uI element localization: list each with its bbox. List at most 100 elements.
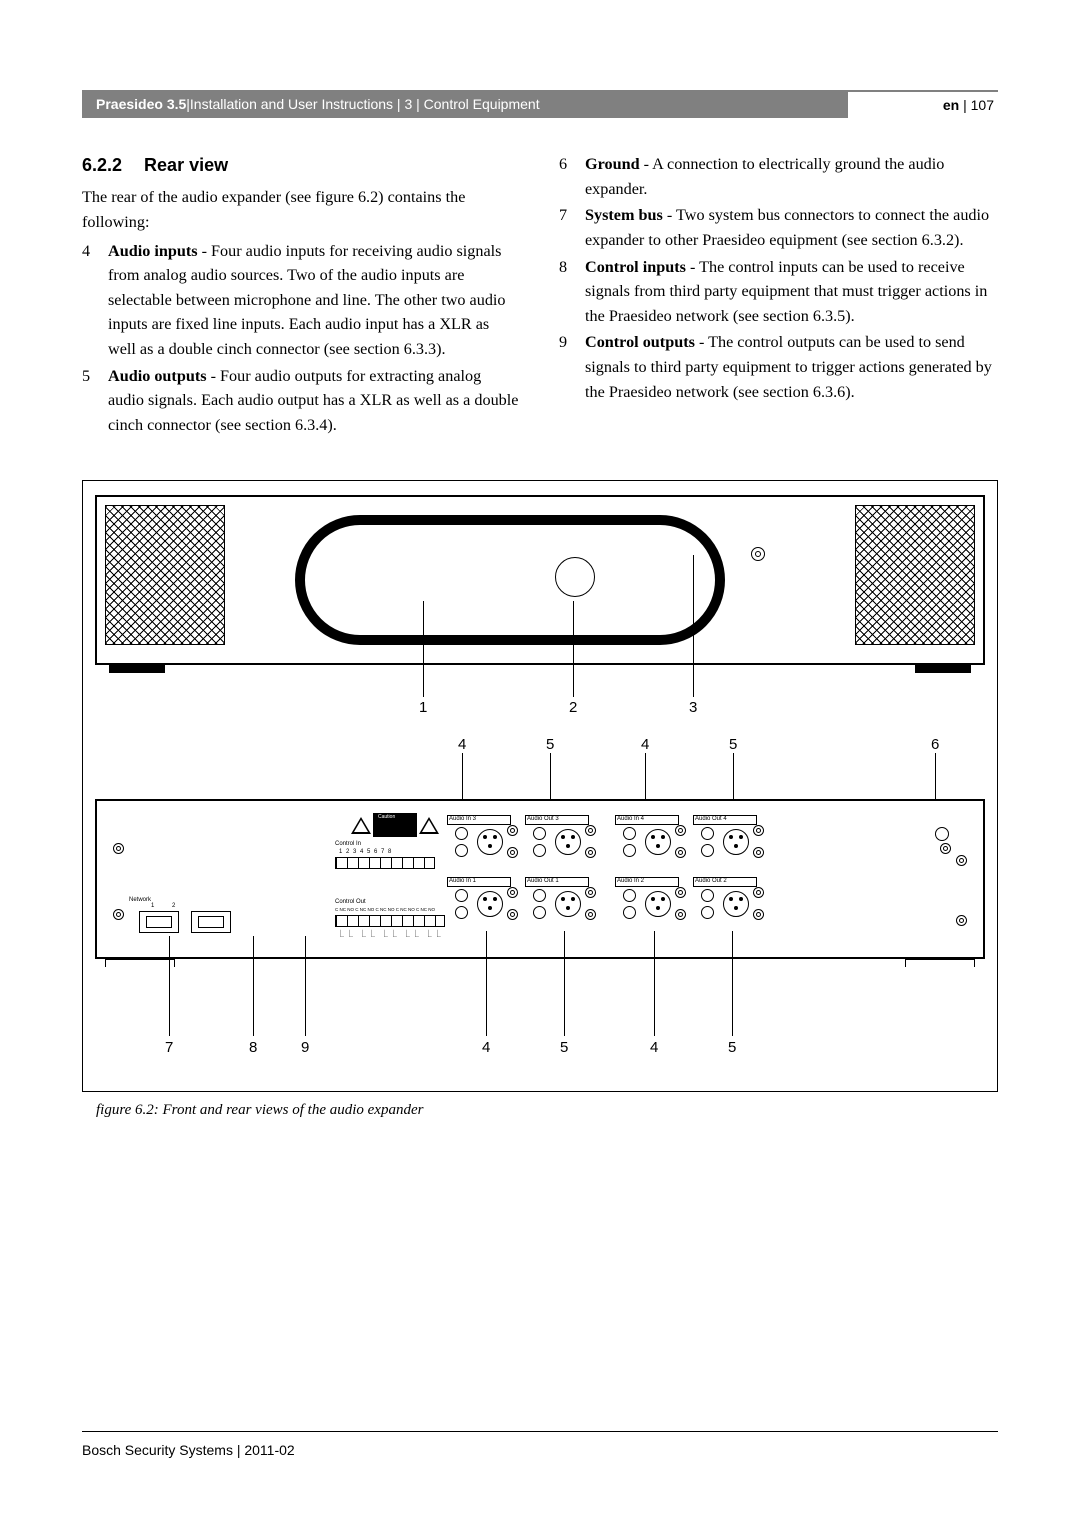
screw-icon — [675, 825, 686, 836]
control-out-terminal — [335, 915, 445, 927]
callout-num: 4 — [641, 736, 649, 753]
xlr-connector — [555, 829, 581, 855]
handle — [295, 515, 725, 645]
cinch-connector — [453, 889, 469, 919]
screw-icon — [753, 847, 764, 858]
front-view — [95, 495, 985, 665]
screw-icon — [753, 825, 764, 836]
page-header: Praesideo 3.5 | Installation and User In… — [82, 90, 998, 118]
screw-icon — [585, 825, 596, 836]
page-footer: Bosch Security Systems | 2011-02 — [82, 1431, 998, 1458]
callout-num: 5 — [560, 1039, 568, 1056]
callout-num: 9 — [301, 1039, 309, 1056]
screw-icon — [113, 909, 124, 920]
list-body: Control inputs - The control inputs can … — [585, 255, 998, 329]
cinch-connector — [699, 889, 715, 919]
list-marker: 9 — [559, 330, 585, 404]
control-in-label: Control In — [335, 841, 361, 847]
callout-num: 1 — [419, 699, 427, 716]
network-label: Network — [129, 897, 151, 903]
screw-icon — [956, 855, 967, 866]
callout-num: 4 — [458, 736, 466, 753]
callout-num: 4 — [650, 1039, 658, 1056]
leader — [305, 936, 306, 1036]
front-screw — [751, 547, 765, 561]
vent-left — [105, 505, 225, 645]
xlr-connector — [555, 891, 581, 917]
list-marker: 6 — [559, 152, 585, 201]
footer-text: Bosch Security Systems | 2011-02 — [82, 1442, 295, 1458]
audio-in-3-label: Audio In 3 — [449, 816, 476, 822]
xlr-connector — [645, 891, 671, 917]
screw-icon — [507, 887, 518, 898]
leader — [732, 931, 733, 1036]
leader — [423, 601, 424, 697]
list-item: 7 System bus - Two system bus connectors… — [559, 203, 998, 252]
rear-view: Caution Control In 1 2 3 4 5 6 7 8 Contr… — [95, 799, 985, 959]
screw-icon — [507, 847, 518, 858]
screw-icon — [585, 909, 596, 920]
caution-text: Caution — [378, 814, 395, 820]
screw-icon — [585, 847, 596, 858]
xlr-connector — [645, 829, 671, 855]
screw-icon — [753, 909, 764, 920]
list-body: Audio outputs - Four audio outputs for e… — [108, 364, 521, 438]
section-intro: The rear of the audio expander (see figu… — [82, 185, 521, 234]
cinch-connector — [453, 827, 469, 857]
xlr-connector — [723, 829, 749, 855]
section-number: 6.2.2 — [82, 155, 122, 175]
network-port-1 — [139, 911, 179, 933]
screw-icon — [956, 915, 967, 926]
content-columns: 6.2.2 Rear view The rear of the audio exp… — [82, 152, 998, 440]
leader — [573, 601, 574, 697]
right-column: 6 Ground - A connection to electrically … — [559, 152, 998, 440]
header-product: Praesideo 3.5 — [96, 96, 186, 112]
cinch-connector — [531, 889, 547, 919]
section-title: Rear view — [144, 155, 228, 175]
warning-icon — [351, 817, 371, 834]
figure-caption: figure 6.2: Front and rear views of the … — [96, 1102, 998, 1119]
callout-num: 2 — [569, 699, 577, 716]
section-heading: 6.2.2 Rear view — [82, 152, 521, 179]
leader — [693, 555, 694, 697]
cinch-connector — [531, 827, 547, 857]
foot — [905, 959, 975, 967]
leader — [654, 931, 655, 1036]
callout-num: 4 — [482, 1039, 490, 1056]
foot — [109, 665, 165, 673]
header-breadcrumb: Praesideo 3.5 | Installation and User In… — [82, 90, 848, 118]
audio-out-4-label: Audio Out 4 — [695, 816, 727, 822]
audio-out-2-label: Audio Out 2 — [695, 878, 727, 884]
cinch-connector — [621, 827, 637, 857]
cinch-connector — [621, 889, 637, 919]
header-page-num: 107 — [971, 97, 994, 113]
callout-num: 7 — [165, 1039, 173, 1056]
screw-icon — [585, 887, 596, 898]
header-page-ref: en | 107 — [848, 90, 998, 118]
network-nums: 1 2 — [151, 903, 183, 909]
leader — [486, 931, 487, 1036]
control-in-nums: 1 2 3 4 5 6 7 8 — [339, 849, 392, 855]
audio-in-1-label: Audio In 1 — [449, 878, 476, 884]
list-item: 8 Control inputs - The control inputs ca… — [559, 255, 998, 329]
front-indicator — [555, 557, 595, 597]
audio-out-3-label: Audio Out 3 — [527, 816, 559, 822]
leader — [564, 931, 565, 1036]
xlr-connector — [477, 891, 503, 917]
screw-icon — [113, 843, 124, 854]
screw-icon — [675, 909, 686, 920]
callout-num: 6 — [931, 736, 939, 753]
figure-6-2: 1 2 3 4 5 4 5 6 Caution Control In 1 2 3… — [82, 480, 998, 1092]
vent-right — [855, 505, 975, 645]
screw-icon — [507, 909, 518, 920]
leader — [253, 936, 254, 1036]
list-item: 9 Control outputs - The control outputs … — [559, 330, 998, 404]
ground-screw — [940, 843, 951, 854]
foot — [915, 665, 971, 673]
list-marker: 4 — [82, 239, 108, 362]
control-out-label: Control Out — [335, 899, 366, 905]
screw-icon — [675, 887, 686, 898]
warning-icon — [419, 817, 439, 834]
list-marker: 8 — [559, 255, 585, 329]
left-column: 6.2.2 Rear view The rear of the audio exp… — [82, 152, 521, 440]
